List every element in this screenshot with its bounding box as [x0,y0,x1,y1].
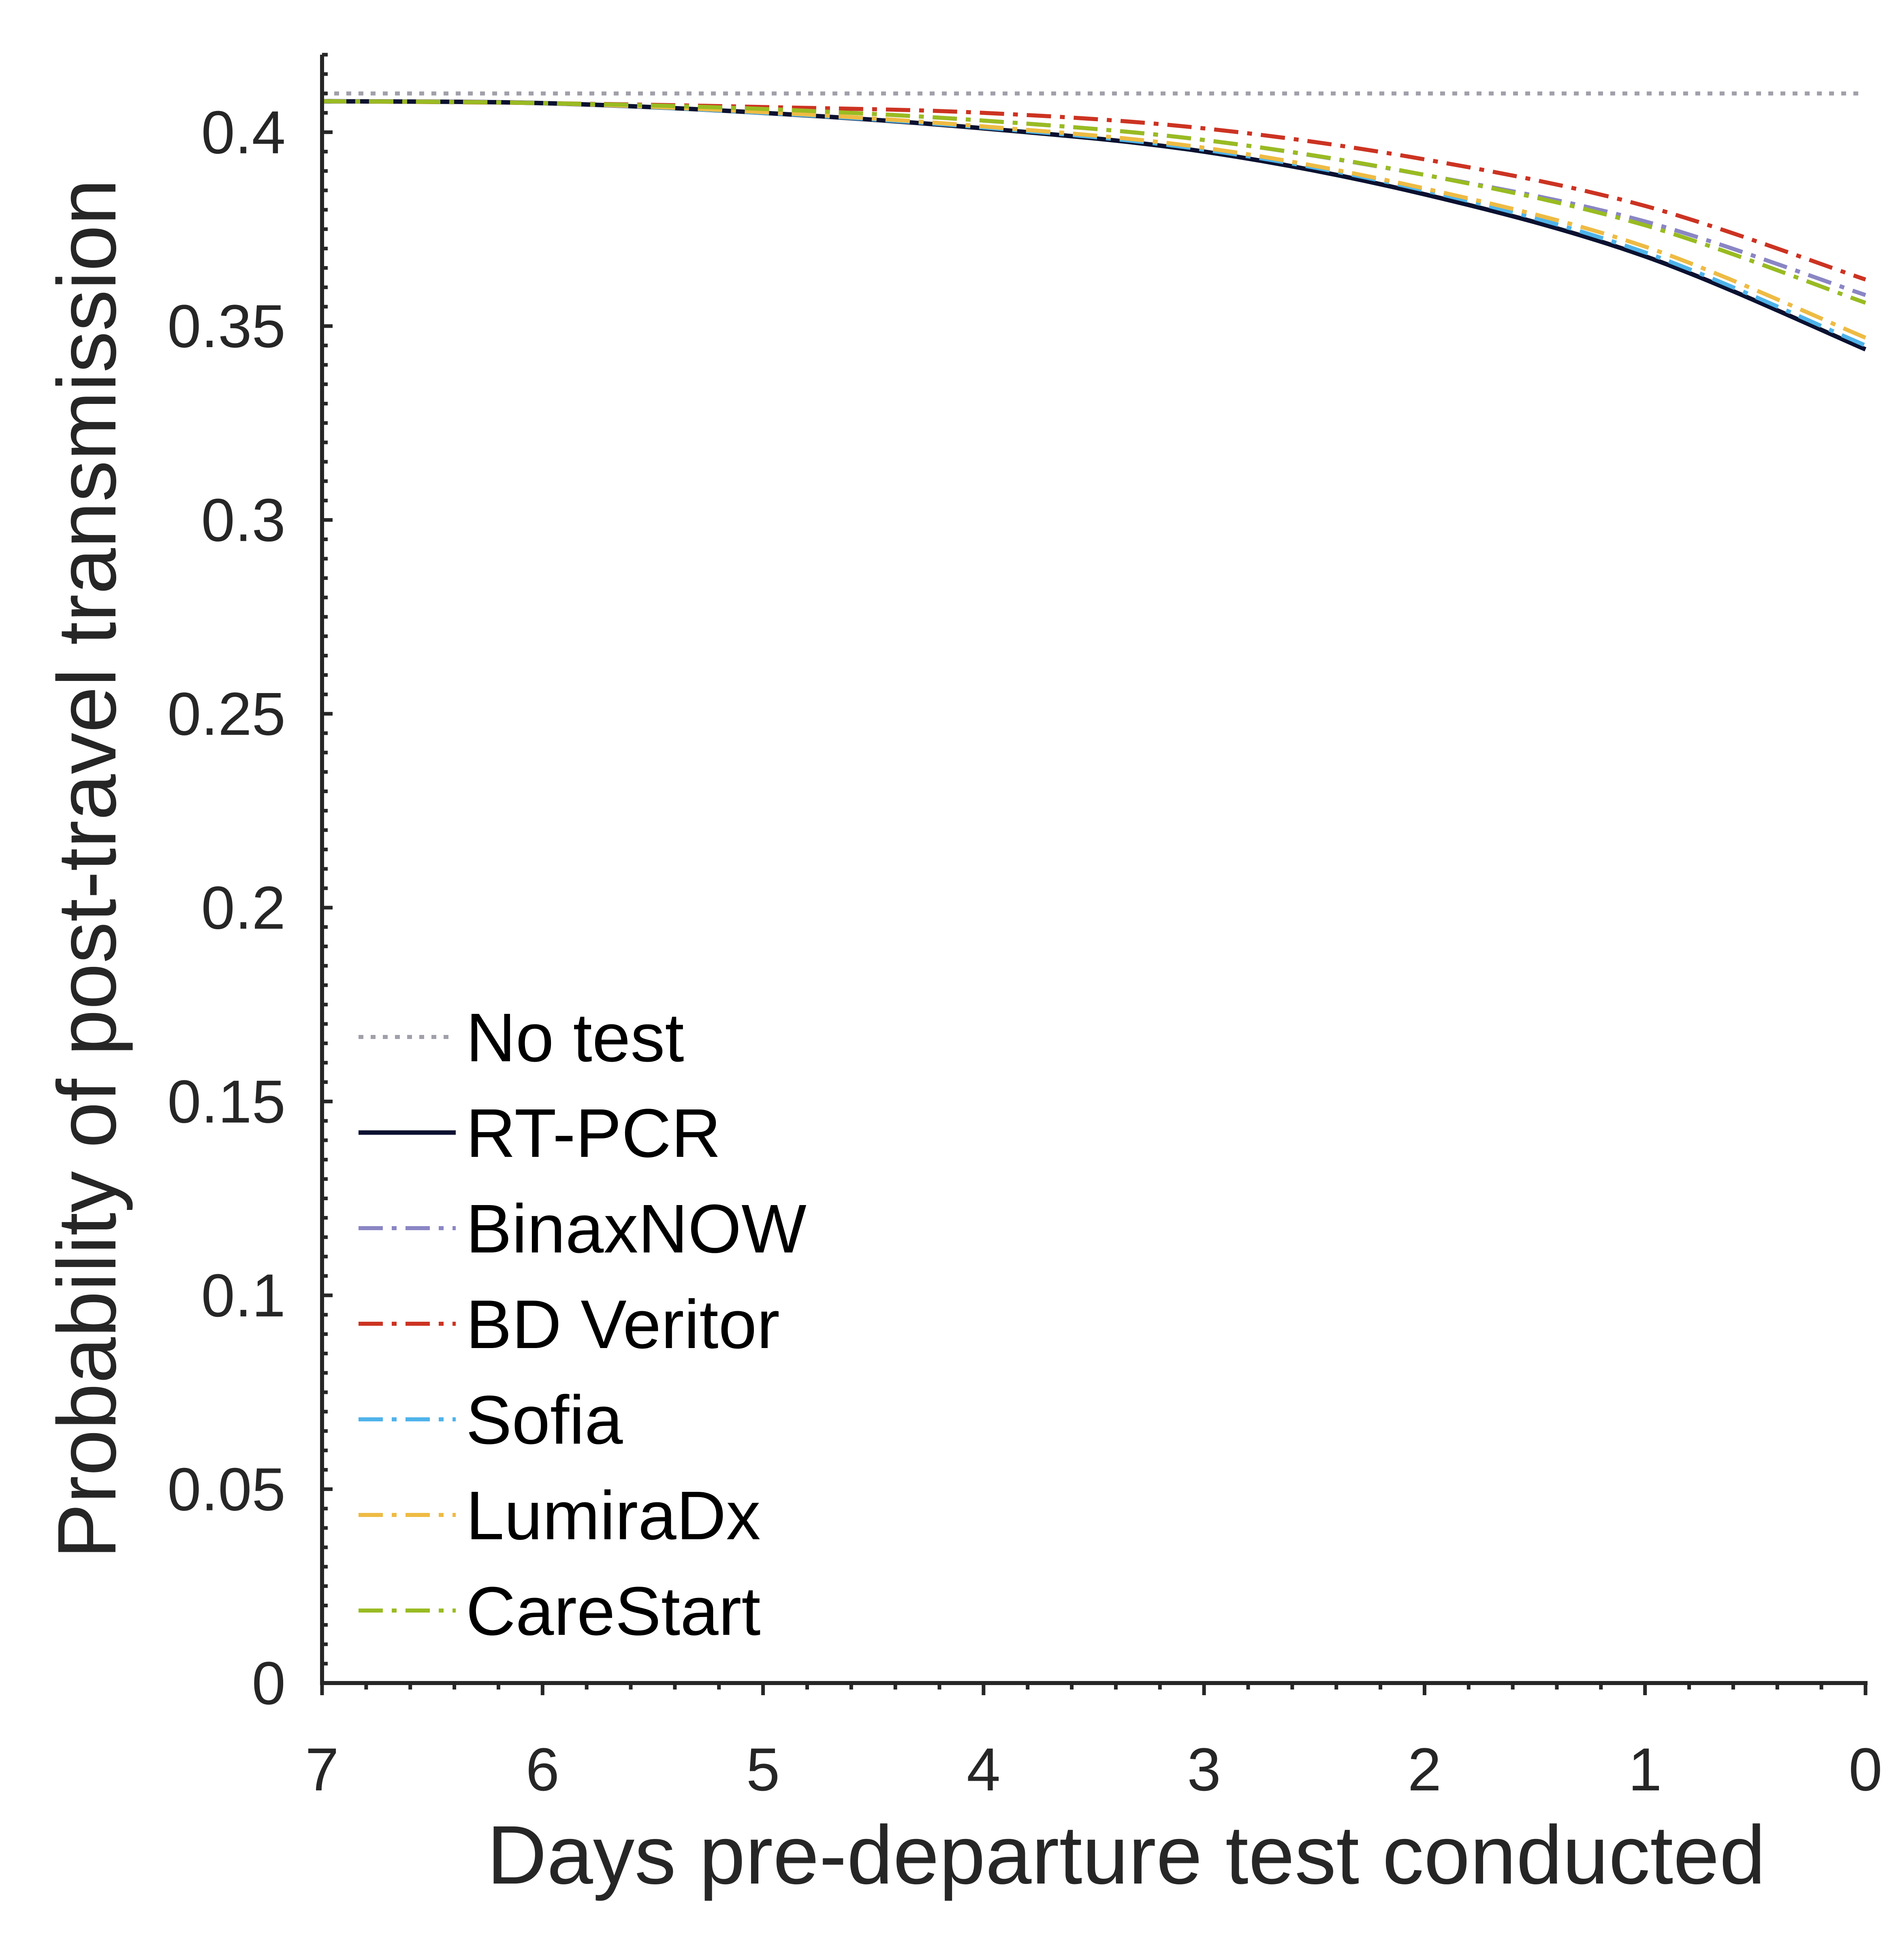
legend-label-rt-pcr: RT-PCR [466,1095,721,1172]
series-layer [322,91,1867,352]
legend-label-no-test: No test [466,999,684,1076]
x-axis-title: Days pre-departure test conducted [487,1809,1765,1901]
ticks: 0 0.05 0.1 0.15 0.2 0.25 0.3 0.35 0.4 7 6 5 4 3 2 1 0 [167,53,1883,1803]
x-tick-label: 4 [967,1735,1000,1803]
y-tick-label: 0.3 [201,486,286,554]
legend: No test RT-PCR BinaxNOW BD Veritor Sofia Lumi… [359,999,807,1650]
series-line-carestart [322,99,1866,305]
legend-label-bd-veritor: BD Veritor [466,1286,780,1363]
x-tick-label: 3 [1187,1735,1221,1803]
legend-label-lumiradx: LumiraDx [466,1477,760,1554]
y-tick-label: 0.2 [201,874,286,942]
x-tick-label: 5 [746,1735,780,1803]
y-tick-label: 0.05 [167,1455,286,1523]
y-tick-label: 0.15 [167,1067,286,1135]
legend-label-sofia: Sofia [466,1382,623,1459]
y-axis-title: Probability of post-travel transmission [41,179,133,1559]
x-tick-label: 7 [305,1735,339,1803]
y-tick-label: 0.1 [201,1261,286,1329]
x-tick-label: 6 [526,1735,559,1803]
x-tick-label: 0 [1849,1735,1882,1803]
x-tick-label: 1 [1628,1735,1662,1803]
y-tick-label: 0.4 [201,98,286,166]
legend-label-binaxnow: BinaxNOW [466,1190,807,1267]
x-tick-label: 2 [1408,1735,1441,1803]
y-tick-label: 0 [252,1649,286,1717]
y-tick-label: 0.35 [167,292,286,360]
legend-label-carestart: CareStart [466,1573,760,1650]
y-tick-label: 0.25 [167,680,286,748]
